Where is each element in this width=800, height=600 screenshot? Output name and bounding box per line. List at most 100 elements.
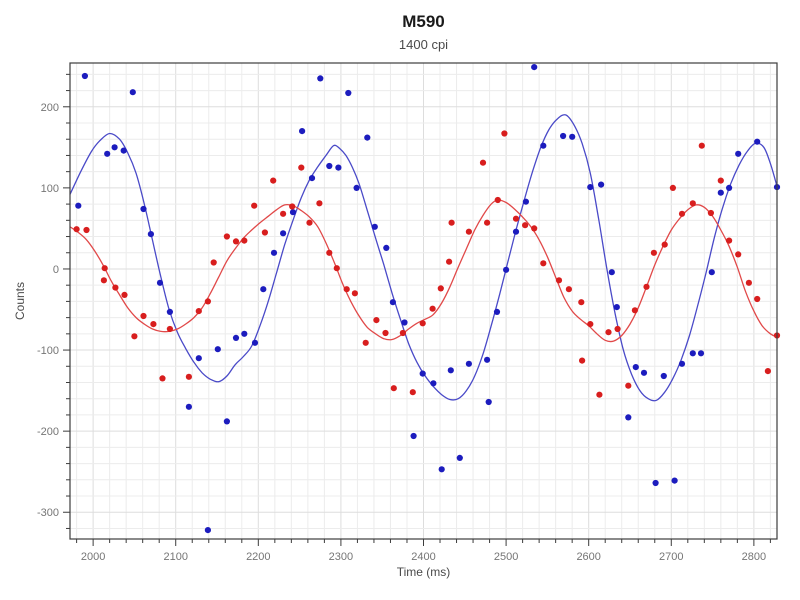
data-point-red xyxy=(643,283,650,290)
x-tick-label: 2700 xyxy=(659,551,683,563)
data-point-blue xyxy=(717,189,724,196)
data-point-blue xyxy=(75,202,82,209)
data-point-blue xyxy=(364,134,371,141)
data-point-red xyxy=(316,200,323,207)
chart-title: M590 xyxy=(402,12,445,31)
data-point-red xyxy=(390,385,397,392)
data-point-blue xyxy=(308,175,316,182)
data-point-red xyxy=(326,249,333,256)
data-point-red xyxy=(465,228,472,235)
data-point-red xyxy=(251,202,258,209)
data-point-red xyxy=(650,249,658,256)
data-point-blue xyxy=(251,339,259,346)
y-tick-label: 0 xyxy=(53,264,59,276)
data-point-red xyxy=(223,233,230,240)
x-tick-label: 2500 xyxy=(494,551,518,563)
data-point-blue xyxy=(270,249,278,256)
data-point-red xyxy=(579,357,586,364)
data-point-red xyxy=(131,333,138,340)
data-point-red xyxy=(484,219,491,226)
data-point-red xyxy=(614,325,621,333)
data-point-blue xyxy=(260,286,267,293)
data-point-red xyxy=(83,226,90,234)
data-point-red xyxy=(446,258,453,265)
data-point-blue xyxy=(353,184,360,191)
data-point-red xyxy=(159,375,166,382)
data-point-blue xyxy=(371,223,378,230)
data-point-blue xyxy=(111,144,118,151)
data-point-red xyxy=(745,279,753,286)
data-point-red xyxy=(210,259,217,266)
data-point-blue xyxy=(120,147,127,154)
data-point-blue xyxy=(484,356,491,363)
data-point-blue xyxy=(531,64,538,71)
data-point-blue xyxy=(726,184,733,191)
data-point-red xyxy=(625,382,632,389)
data-point-blue xyxy=(419,370,426,377)
data-point-red xyxy=(409,389,416,396)
data-point-blue xyxy=(465,360,472,367)
data-point-blue xyxy=(493,308,501,315)
data-point-blue xyxy=(438,466,445,473)
data-point-red xyxy=(726,237,733,244)
data-point-red xyxy=(661,241,668,248)
data-point-red xyxy=(73,226,80,233)
data-point-blue xyxy=(632,364,639,371)
data-point-blue xyxy=(456,454,463,461)
data-point-red xyxy=(362,339,369,346)
data-point-blue xyxy=(598,181,605,188)
series-red-line xyxy=(69,199,778,343)
data-point-red xyxy=(605,329,612,336)
data-point-blue xyxy=(503,266,510,273)
data-point-red xyxy=(494,196,501,204)
data-point-red xyxy=(540,260,547,267)
x-tick-label: 2600 xyxy=(576,551,600,563)
data-point-red xyxy=(735,251,742,258)
data-point-red xyxy=(631,307,639,314)
data-point-blue xyxy=(401,319,408,326)
data-point-blue xyxy=(147,231,154,238)
data-point-blue xyxy=(522,198,530,205)
data-point-blue xyxy=(754,138,761,145)
data-point-blue xyxy=(383,244,390,251)
data-point-blue xyxy=(195,355,202,362)
y-tick-label: -300 xyxy=(37,507,59,519)
data-point-blue xyxy=(289,209,297,216)
data-point-blue xyxy=(608,269,615,276)
data-point-red xyxy=(764,368,772,375)
data-point-blue xyxy=(129,89,136,96)
y-tick-label: 200 xyxy=(41,102,59,114)
data-point-blue xyxy=(671,477,678,484)
data-point-blue xyxy=(241,330,248,337)
data-point-blue xyxy=(613,304,620,311)
data-point-blue xyxy=(569,133,576,140)
y-tick-label: -200 xyxy=(37,426,59,438)
chart-subtitle: 1400 cpi xyxy=(398,37,449,52)
data-point-red xyxy=(429,305,436,312)
data-point-red xyxy=(280,210,287,217)
data-point-blue xyxy=(156,279,164,286)
series-blue-line xyxy=(69,114,778,402)
data-point-red xyxy=(306,219,313,226)
data-point-red xyxy=(121,291,128,298)
data-point-red xyxy=(373,317,380,324)
data-point-red xyxy=(578,299,585,306)
data-point-blue xyxy=(560,132,567,140)
data-point-red xyxy=(717,177,724,184)
data-point-blue xyxy=(625,414,632,421)
data-point-blue xyxy=(345,89,352,97)
data-point-red xyxy=(382,329,389,337)
data-point-blue xyxy=(81,72,88,80)
data-point-red xyxy=(437,285,444,292)
data-point-red xyxy=(270,177,277,184)
data-point-blue xyxy=(232,334,240,341)
data-point-red xyxy=(419,320,426,327)
data-point-red xyxy=(140,312,147,320)
x-tick-label: 2300 xyxy=(329,551,353,563)
x-tick-label: 2200 xyxy=(246,551,270,563)
data-point-red xyxy=(150,321,157,328)
data-point-blue xyxy=(223,418,230,425)
y-tick-label: -100 xyxy=(37,345,59,357)
data-point-red xyxy=(289,203,296,210)
